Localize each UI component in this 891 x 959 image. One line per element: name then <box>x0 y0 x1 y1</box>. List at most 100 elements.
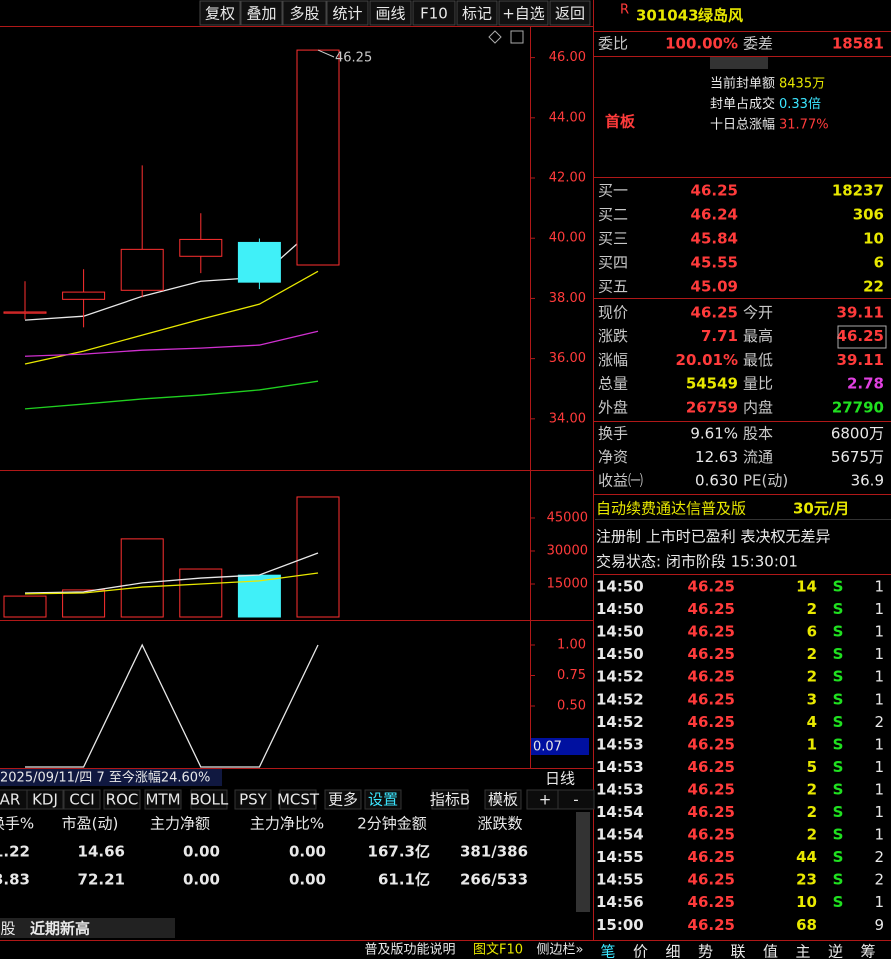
trade-status: 交易状态: 闭市阶段 15:30:01 <box>596 553 798 571</box>
bottom-link[interactable]: 侧边栏» <box>537 943 584 958</box>
tick-cell: 46.25 <box>688 871 735 889</box>
bottom-link[interactable]: 普及版功能说明 <box>364 943 455 958</box>
tick-cell: 1 <box>874 690 884 708</box>
toolbar-button[interactable] <box>240 0 283 26</box>
tick-cell: 46.25 <box>688 916 735 934</box>
tick-cell: 1 <box>874 623 884 641</box>
bottom-link[interactable]: 图文F10 <box>473 943 523 958</box>
indicator-tab[interactable] <box>279 789 317 810</box>
toolbar-button[interactable] <box>456 0 498 26</box>
indicator-tab[interactable] <box>364 789 402 810</box>
sheet-tab[interactable]: 股 <box>0 920 15 938</box>
ad-price[interactable]: 30元/月 <box>793 500 849 518</box>
ad-text[interactable]: 自动续费通达信普及版 <box>596 500 746 518</box>
chart-icon[interactable] <box>488 30 502 44</box>
indicator-tab-label[interactable]: AR <box>0 791 20 809</box>
indicator-tab[interactable] <box>431 789 469 810</box>
indicator-tab[interactable] <box>144 789 182 810</box>
toolbar-button[interactable] <box>549 0 591 26</box>
tick-cell: 1 <box>874 780 884 798</box>
indicator-tab[interactable] <box>557 789 595 810</box>
toolbar-button[interactable] <box>326 0 369 26</box>
toolbar-label[interactable]: 叠加 <box>246 5 276 23</box>
indicator-tab[interactable] <box>324 789 362 810</box>
indicator-tab-label[interactable]: CCI <box>69 791 94 809</box>
toolbar-label[interactable]: 统计 <box>332 5 362 23</box>
tick-cell: S <box>833 780 844 798</box>
toolbar-label[interactable]: 标记 <box>462 5 492 23</box>
label: 最高 <box>743 327 773 345</box>
value: 46.25 <box>691 304 738 322</box>
toolbar-label[interactable]: 复权 <box>205 5 235 23</box>
label: 净资 <box>598 448 628 466</box>
indicator-tab-label[interactable]: KDJ <box>32 791 58 809</box>
tick-cell: 46.25 <box>688 645 735 663</box>
side-tab[interactable]: 主 <box>795 943 810 959</box>
toolbar-button[interactable] <box>282 0 327 26</box>
indicator-tab[interactable] <box>190 789 228 810</box>
candle-body <box>62 291 106 300</box>
collapse-button[interactable] <box>710 57 768 69</box>
tick-cell: 46.25 <box>688 803 735 821</box>
side-tab[interactable]: 筹 <box>860 943 875 959</box>
indicator-tab-label[interactable]: 更多 <box>328 791 358 809</box>
toolbar-button[interactable] <box>199 0 241 26</box>
toolbar-label[interactable]: 画线 <box>375 5 405 23</box>
indicator-tab-label[interactable]: 模板 <box>488 791 518 809</box>
indicator-tab-label[interactable]: ROC <box>106 791 139 809</box>
indicator-tab-label[interactable]: 指标B <box>430 791 470 809</box>
toolbar-label[interactable]: 返回 <box>555 5 585 23</box>
value: 39.11 <box>837 351 884 369</box>
chart-area <box>3 49 340 410</box>
chart-icon[interactable] <box>510 30 524 44</box>
indicator-tab[interactable] <box>63 789 101 810</box>
toolbar-button[interactable] <box>498 0 549 26</box>
volume-average <box>24 552 319 594</box>
bid-price: 46.25 <box>691 182 738 200</box>
indicator-tab-label[interactable]: MCST <box>277 791 320 809</box>
table-cell: 167.3亿 <box>368 843 430 861</box>
y-tick-label: 38.00 <box>549 291 586 306</box>
period-label[interactable]: 日线 <box>545 770 575 788</box>
indicator-tab[interactable] <box>26 789 64 810</box>
value: 9.61% <box>690 425 738 443</box>
indicator-tab[interactable] <box>234 789 272 810</box>
side-tab[interactable]: 联 <box>730 943 745 959</box>
indicator-tab-label[interactable]: BOLL <box>190 791 229 809</box>
indicator-tab-label[interactable]: - <box>573 791 578 809</box>
toolbar-button[interactable] <box>412 0 456 26</box>
side-tab[interactable]: 势 <box>698 943 713 959</box>
toolbar-label[interactable]: 多股 <box>289 5 319 23</box>
sheet-tab[interactable]: 近期新高 <box>30 920 90 938</box>
bid-price: 45.55 <box>691 254 738 272</box>
indicator-tab-label[interactable]: 设置 <box>368 791 398 809</box>
side-tab[interactable]: 笔 <box>600 943 615 959</box>
table-header: 涨跌数 <box>477 815 522 833</box>
indicator-tab-label[interactable]: PSY <box>239 791 268 809</box>
tick-cell: S <box>833 893 844 911</box>
side-tab[interactable]: 值 <box>763 943 778 959</box>
volume-bar <box>179 568 223 618</box>
side-tab[interactable]: 价 <box>633 943 648 959</box>
indicator-tab-label[interactable]: + <box>539 791 552 809</box>
label: 最低 <box>743 351 773 369</box>
tick-cell: S <box>833 735 844 753</box>
indicator-tab[interactable] <box>103 789 141 810</box>
tick-cell: 1 <box>874 645 884 663</box>
toolbar-label[interactable]: +自选 <box>502 5 545 23</box>
toolbar-button[interactable] <box>369 0 412 26</box>
indicator-tab[interactable] <box>484 789 522 810</box>
indicator-tab-label[interactable]: MTM <box>145 791 180 809</box>
value: 26759 <box>686 398 738 416</box>
tick-cell: 46.25 <box>688 735 735 753</box>
side-tab[interactable]: 细 <box>665 943 680 959</box>
side-tab[interactable]: 逆 <box>828 943 843 959</box>
toolbar-label[interactable]: F10 <box>420 5 448 23</box>
tick-cell: 1 <box>874 803 884 821</box>
tick-cell: 2 <box>874 713 884 731</box>
candle-body <box>296 49 340 266</box>
scrollbar[interactable] <box>576 812 590 912</box>
tick-cell: 14:53 <box>596 758 644 776</box>
